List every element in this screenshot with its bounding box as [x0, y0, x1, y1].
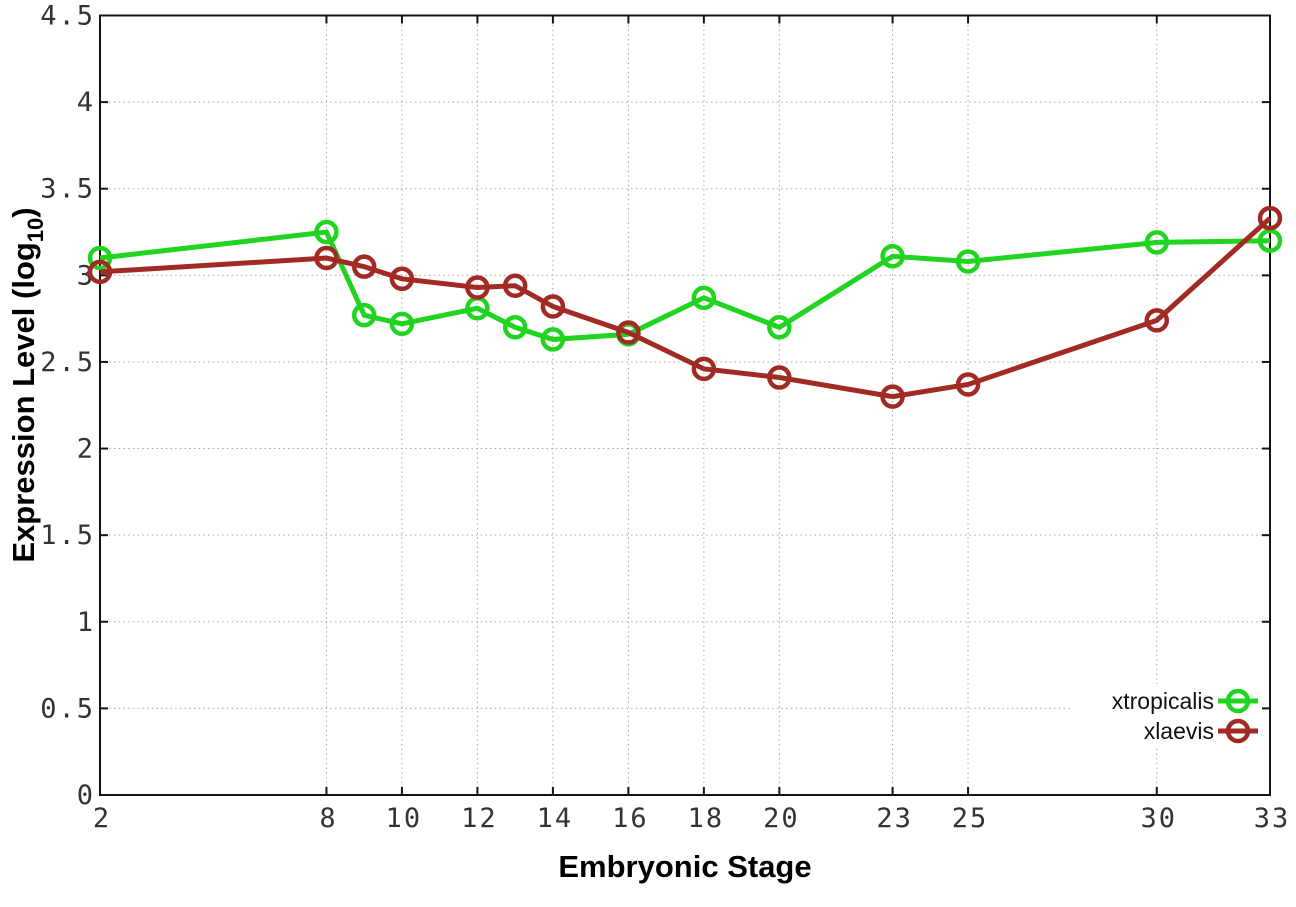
- y-axis-title-close-paren: ): [6, 207, 41, 217]
- y-tick-label: 1.5: [40, 520, 95, 551]
- series-xtropicalis-point: [691, 285, 717, 311]
- series-xtropicalis-line: [99, 229, 1271, 342]
- legend-marker-icon-xlaevis: [1225, 718, 1251, 744]
- series-xlaevis-point: [955, 372, 981, 397]
- series-xlaevis-line: [99, 216, 1272, 400]
- plot-border: [99, 14, 1271, 796]
- series-xtropicalis-point: [314, 219, 339, 245]
- y-axis-title-subscript: 10: [23, 218, 48, 242]
- y-axis-title-text: Expression Level (log: [6, 242, 41, 562]
- legend-marker-icon-xtropicalis: [1225, 688, 1251, 714]
- series-xlaevis-point: [502, 273, 528, 298]
- legend-label-xlaevis: xlaevis: [1144, 718, 1214, 744]
- series-xtropicalis-point: [389, 311, 415, 337]
- y-tick-label: 0: [77, 780, 95, 811]
- series-xtropicalis-point: [502, 315, 528, 340]
- series-xlaevis-point: [314, 245, 339, 271]
- x-tick-label: 23: [876, 803, 913, 834]
- x-tick-label: 14: [537, 803, 574, 834]
- series-xtropicalis-point: [767, 315, 792, 340]
- y-tick-label: 2.5: [40, 347, 95, 378]
- x-tick-label: 20: [763, 803, 800, 834]
- y-tick-label: 2: [77, 434, 95, 465]
- x-tick-label: 33: [1254, 803, 1291, 834]
- series-xtropicalis-point: [955, 249, 981, 274]
- series-xlaevis-point: [767, 365, 792, 390]
- series-xlaevis-point: [465, 275, 490, 300]
- series-xlaevis-point: [1144, 308, 1170, 333]
- y-axis-title: Expression Level (log10): [6, 207, 48, 562]
- y-tick-label: 3.5: [40, 174, 95, 205]
- x-tick-label: 2: [93, 803, 111, 834]
- series-xlaevis-point: [87, 259, 113, 285]
- series-xlaevis-point: [351, 254, 377, 279]
- series-xlaevis-point: [616, 320, 641, 345]
- series-xtropicalis-point: [87, 245, 113, 271]
- series-xlaevis-point: [691, 356, 717, 382]
- y-tick-label: 4: [77, 87, 95, 118]
- x-tick-label: 8: [319, 803, 337, 834]
- series-xlaevis-point: [1257, 205, 1283, 231]
- plot-area: 2 8 10 12 14 16 18 20 23 25 30 3300.511.522.533.544…: [40, 1, 1291, 835]
- series-xtropicalis-point: [1144, 230, 1170, 255]
- series-xtropicalis-point: [351, 302, 377, 328]
- x-axis-title: Embryonic Stage: [558, 849, 811, 884]
- series-xtropicalis-point: [1257, 228, 1283, 253]
- x-tick-label: 25: [952, 803, 989, 834]
- series-xtropicalis-point: [540, 327, 566, 352]
- y-tick-label: 0.5: [40, 693, 95, 724]
- x-tick-label: 12: [461, 803, 498, 834]
- legend-label-xtropicalis: xtropicalis: [1112, 688, 1214, 714]
- series-xtropicalis-point: [880, 244, 905, 269]
- y-tick-label: 4.5: [40, 1, 95, 32]
- x-tick-label: 10: [386, 803, 423, 834]
- series-xlaevis-point: [540, 294, 566, 319]
- series-xlaevis-point: [389, 266, 415, 292]
- series-xlaevis-point: [880, 384, 905, 409]
- x-tick-label: 30: [1141, 803, 1178, 834]
- x-tick-label: 16: [612, 803, 649, 834]
- x-tick-label: 18: [688, 803, 725, 834]
- y-tick-label: 1: [77, 607, 95, 638]
